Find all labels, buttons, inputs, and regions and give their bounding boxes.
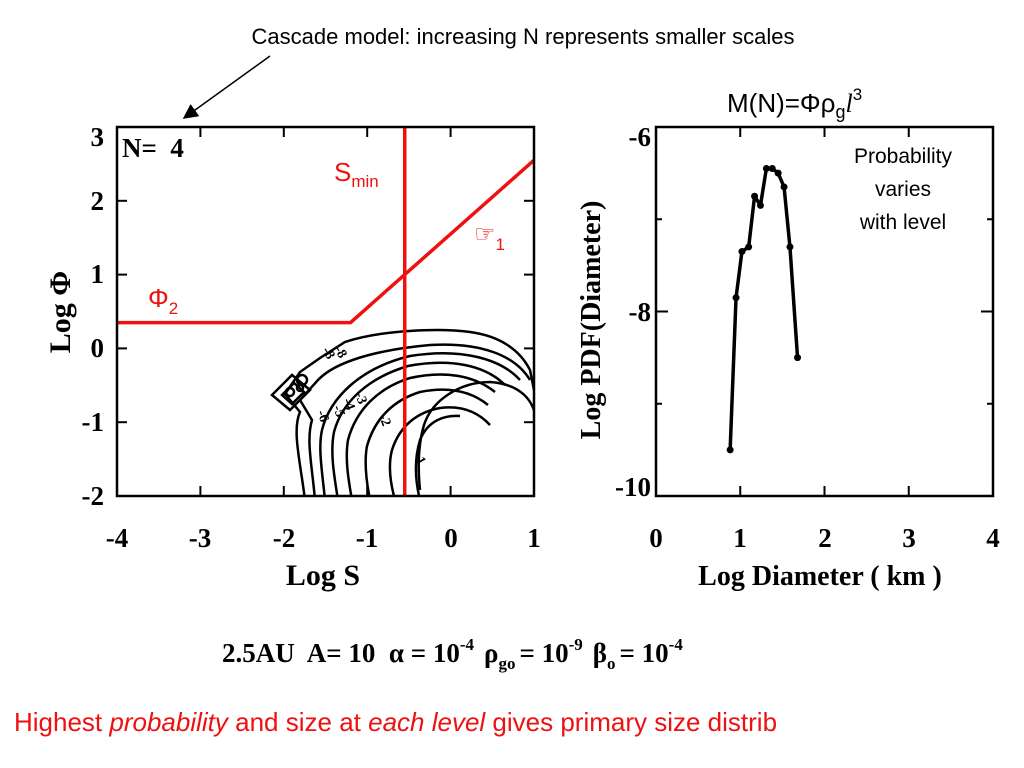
x-tick-label: 0 (649, 523, 663, 553)
contour-label: -2 (375, 412, 393, 428)
x-tick-label: -4 (106, 523, 129, 553)
footer-caption: Highest probability and size at each lev… (14, 707, 777, 737)
left-y-axis-title: Log Φ (44, 271, 77, 353)
pdf-point (786, 243, 794, 251)
left-x-axis-title: Log S (286, 559, 360, 592)
contour-2 (298, 343, 532, 496)
y-tick-label: 1 (91, 259, 105, 289)
x-tick-label: 1 (527, 523, 541, 553)
y-tick-label: -8 (629, 297, 652, 327)
pdf-point (738, 248, 746, 256)
contour-7 (388, 406, 491, 496)
contour-4 (331, 361, 506, 496)
phi2-label: Φ2 (148, 283, 178, 318)
pdf-series (726, 165, 802, 454)
contour-island-outer (270, 373, 312, 412)
mass-formula: M(N)=Φρgl3 (727, 85, 862, 122)
x-tick-label: 4 (986, 523, 1000, 553)
right-chart: M(N)=Φρgl3 Probability varies with level… (576, 85, 1000, 592)
note-line: with level (859, 211, 946, 234)
y-tick-label: 0 (91, 333, 105, 363)
x-tick-label: -2 (273, 523, 296, 553)
pdf-point (762, 165, 770, 173)
contour-label: -4 (339, 396, 357, 412)
left-x-tick-labels: -4 -3 -2 -1 0 1 (106, 523, 541, 553)
contour-5 (345, 373, 496, 496)
phi1-label: ☞1 (474, 221, 505, 254)
y-tick-label: -6 (629, 122, 652, 152)
contour-label: -1 (410, 451, 429, 469)
x-tick-label: 3 (902, 523, 916, 553)
pdf-point (726, 446, 734, 454)
x-tick-label: 1 (733, 523, 747, 553)
x-tick-label: 0 (444, 523, 458, 553)
contour-3 (319, 352, 521, 496)
contour-label: -5 (329, 403, 347, 419)
parameter-line: 2.5AU A= 10 α = 10-4 ρgo = 10-9 βo = 10-4 (222, 635, 683, 673)
pdf-point (794, 354, 802, 362)
contour-outer (283, 328, 534, 496)
note-line: Probability (854, 145, 953, 168)
left-tick-marks (116, 126, 535, 497)
pdf-point (751, 192, 759, 200)
caption-arrow (182, 55, 271, 119)
contour-6 (364, 388, 489, 496)
contour-label: -3 (351, 390, 369, 406)
right-x-axis-title: Log Diameter ( km ) (698, 561, 942, 592)
x-tick-label: -1 (356, 523, 379, 553)
right-y-axis-title: Log PDF(Diameter) (576, 201, 607, 440)
right-tick-marks (655, 126, 994, 497)
contour-label-group: -8 -8 -6 -5 -4 -3 -2 -1 (313, 344, 428, 469)
contour-inner (417, 380, 534, 491)
x-tick-label: 2 (818, 523, 832, 553)
contour-dot-3 (295, 383, 305, 393)
left-plot-frame (115, 125, 536, 498)
panel-label: N= 4 (122, 133, 184, 163)
probability-note: Probability varies with level (854, 145, 953, 234)
pdf-point (732, 294, 740, 302)
pdf-point (768, 165, 776, 173)
left-y-tick-labels: -2 -1 0 1 2 3 (82, 122, 105, 511)
y-tick-label: -10 (615, 472, 651, 502)
smin-label: Smin (334, 157, 379, 191)
y-tick-label: 2 (91, 186, 105, 216)
red-overlay (117, 127, 536, 496)
right-x-tick-labels: 0 1 2 3 4 (649, 523, 1000, 553)
right-plot-frame (654, 125, 995, 498)
pdf-point (756, 201, 764, 209)
contour-label: -6 (313, 408, 331, 424)
y-tick-label: 3 (91, 122, 105, 152)
right-y-tick-labels: -6 -8 -10 (615, 122, 651, 502)
left-chart: -8 -8 -6 -5 -4 -3 -2 -1 Smin ☞1 Φ2 N= 4 … (44, 122, 541, 592)
pdf-line (728, 166, 800, 450)
y-tick-label: -1 (82, 407, 105, 437)
pdf-point (774, 169, 782, 177)
phi-curve-line (117, 158, 536, 325)
header-caption: Cascade model: increasing N represents s… (252, 24, 795, 49)
note-line: varies (875, 178, 931, 201)
contour-dot-2 (284, 386, 296, 398)
pdf-point (780, 183, 788, 191)
contour-lines (270, 328, 534, 496)
x-tick-label: -3 (189, 523, 212, 553)
y-tick-label: -2 (82, 481, 105, 511)
pdf-point (745, 243, 753, 251)
